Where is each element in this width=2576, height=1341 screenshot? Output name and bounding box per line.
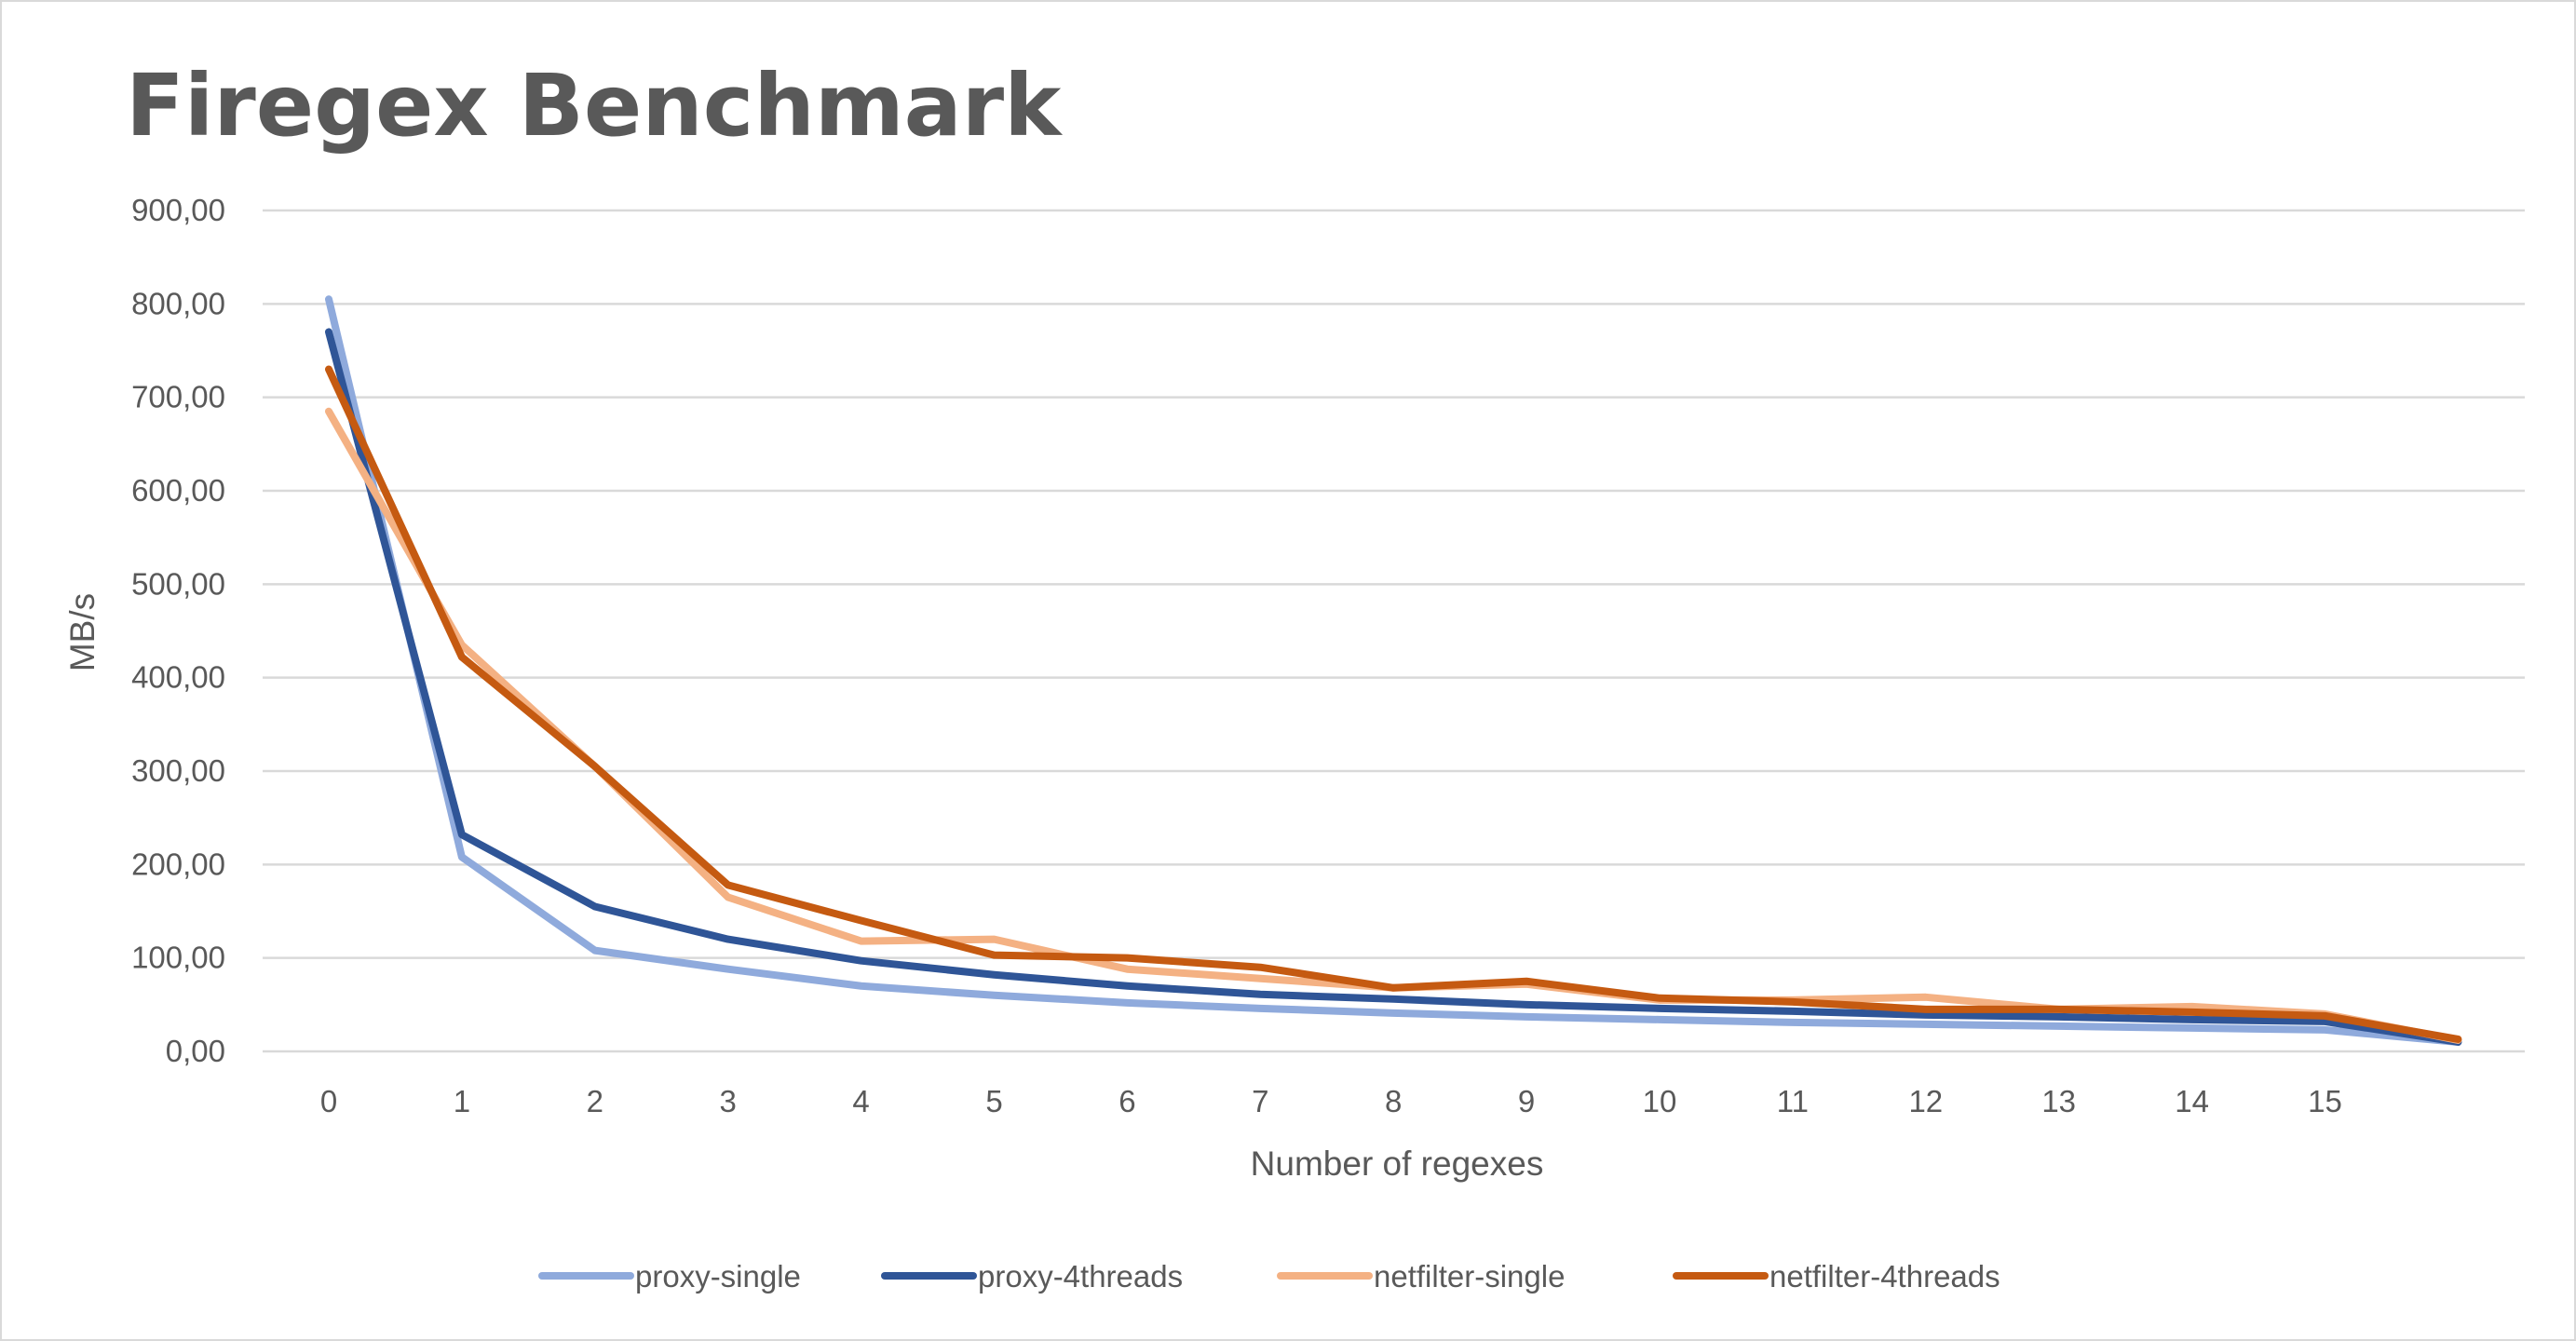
x-tick-label: 6 <box>1119 1084 1135 1118</box>
x-tick-label: 1 <box>454 1084 470 1118</box>
x-tick-label: 11 <box>1777 1084 1809 1118</box>
y-tick-label: 300,00 <box>131 753 225 788</box>
chart-title: Firegex Benchmark <box>126 56 1063 156</box>
x-tick-label: 15 <box>2308 1084 2342 1118</box>
series-line-proxy-4threads <box>325 328 2462 1046</box>
x-tick-label: 2 <box>587 1084 603 1118</box>
y-tick-label: 200,00 <box>131 847 225 881</box>
y-tick-label: 0,00 <box>166 1034 225 1068</box>
x-tick-label: 12 <box>1908 1084 1943 1118</box>
y-tick-label: 400,00 <box>131 660 225 695</box>
y-tick-label: 500,00 <box>131 566 225 601</box>
legend-label: netfilter-single <box>1374 1259 1565 1294</box>
y-tick-label: 900,00 <box>131 193 225 227</box>
legend-label: proxy-single <box>635 1259 801 1294</box>
y-axis-title: MB/s <box>63 593 102 671</box>
x-tick-label: 3 <box>720 1084 737 1118</box>
legend: proxy-single proxy-4threads netfilter-sing… <box>538 1259 2000 1294</box>
x-tick-label: 13 <box>2041 1084 2076 1118</box>
x-tick-label: 8 <box>1385 1084 1402 1118</box>
x-tick-label: 9 <box>1518 1084 1535 1118</box>
series-line-proxy-single <box>325 295 2462 1046</box>
x-axis-title: Number of regexes <box>1251 1145 1544 1183</box>
y-tick-label: 100,00 <box>131 941 225 975</box>
x-tick-label: 4 <box>852 1084 869 1118</box>
legend-label: netfilter-4threads <box>1769 1259 2000 1294</box>
x-tick-label: 7 <box>1252 1084 1268 1118</box>
legend-label: proxy-4threads <box>978 1259 1183 1294</box>
y-tick-label: 700,00 <box>131 380 225 414</box>
series-line-netfilter-4threads <box>325 365 2462 1043</box>
x-tick-label: 5 <box>985 1084 1002 1118</box>
y-tick-label: 600,00 <box>131 473 225 508</box>
y-tick-label: 800,00 <box>131 286 225 320</box>
x-tick-label: 14 <box>2175 1084 2209 1118</box>
x-tick-label: 10 <box>1643 1084 1677 1118</box>
x-tick-label: 0 <box>320 1084 337 1118</box>
